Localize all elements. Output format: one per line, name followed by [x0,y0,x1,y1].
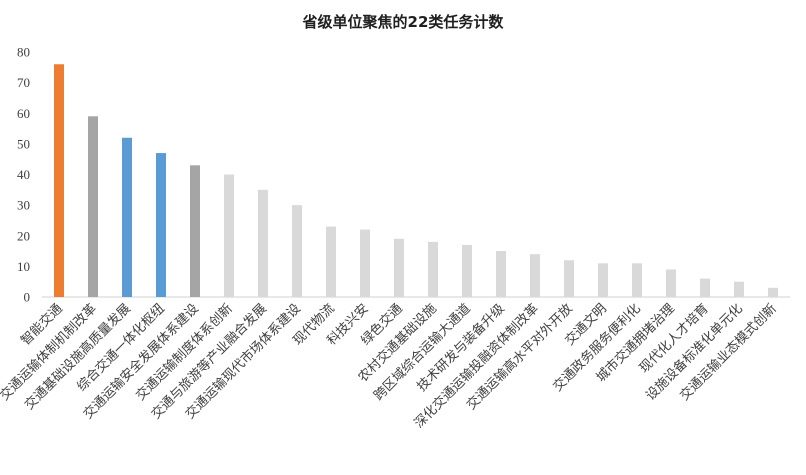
bar [360,229,370,297]
y-axis: 0 10 20 30 40 50 60 70 80 [17,45,30,305]
bar [530,254,540,297]
bar [326,226,336,297]
bar [122,137,132,297]
y-tick-label: 50 [17,136,30,151]
bar [700,278,710,297]
chart-title: 省级单位聚焦的22类任务计数 [302,13,505,31]
bar [394,238,404,297]
bar [156,153,166,297]
bar [666,269,676,297]
bar [88,116,98,297]
bar [768,287,778,297]
bar [598,263,608,297]
y-tick-label: 30 [17,198,30,213]
bar [462,244,472,297]
y-tick-label: 40 [17,167,30,182]
bar [564,260,574,297]
bar [428,241,438,297]
x-axis-category-labels: 智能交通交通运输体制机制改革交通基础设施高质量发展综合交通一体化枢纽交通运输安全… [0,301,780,432]
bar [292,205,302,297]
y-tick-label: 10 [17,259,30,274]
bar-series [54,64,778,297]
y-tick-label: 20 [17,228,30,243]
bar [224,174,234,297]
y-tick-label: 0 [24,290,31,305]
y-tick-label: 60 [17,106,30,121]
bar [54,64,64,297]
y-tick-label: 70 [17,75,30,90]
bar [190,165,200,297]
y-tick-label: 80 [17,45,30,60]
bar [632,263,642,297]
bar [496,251,506,297]
bar [258,189,268,297]
bar [734,281,744,297]
